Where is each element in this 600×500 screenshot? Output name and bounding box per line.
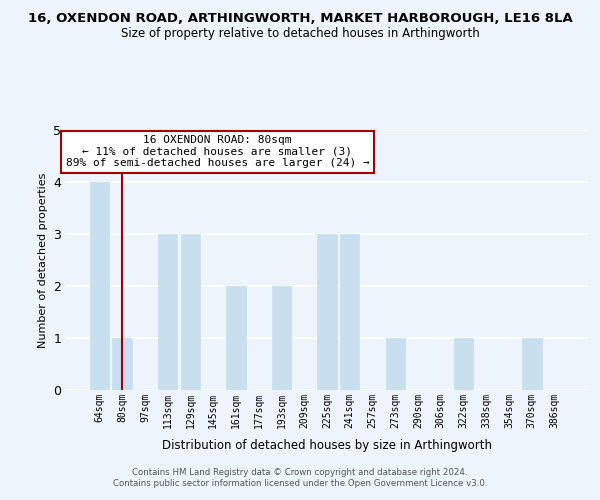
Bar: [340, 234, 359, 390]
Bar: [522, 338, 542, 390]
Text: 16 OXENDON ROAD: 80sqm
← 11% of detached houses are smaller (3)
89% of semi-deta: 16 OXENDON ROAD: 80sqm ← 11% of detached…: [65, 135, 369, 168]
Text: 16, OXENDON ROAD, ARTHINGWORTH, MARKET HARBOROUGH, LE16 8LA: 16, OXENDON ROAD, ARTHINGWORTH, MARKET H…: [28, 12, 572, 26]
Y-axis label: Number of detached properties: Number of detached properties: [38, 172, 47, 348]
Bar: [454, 338, 473, 390]
Bar: [226, 286, 245, 390]
Bar: [112, 338, 132, 390]
Text: Contains HM Land Registry data © Crown copyright and database right 2024.
Contai: Contains HM Land Registry data © Crown c…: [113, 468, 487, 487]
Bar: [272, 286, 291, 390]
Bar: [386, 338, 405, 390]
Bar: [181, 234, 200, 390]
Text: Size of property relative to detached houses in Arthingworth: Size of property relative to detached ho…: [121, 28, 479, 40]
Bar: [317, 234, 337, 390]
X-axis label: Distribution of detached houses by size in Arthingworth: Distribution of detached houses by size …: [162, 439, 492, 452]
Bar: [90, 182, 109, 390]
Bar: [158, 234, 178, 390]
